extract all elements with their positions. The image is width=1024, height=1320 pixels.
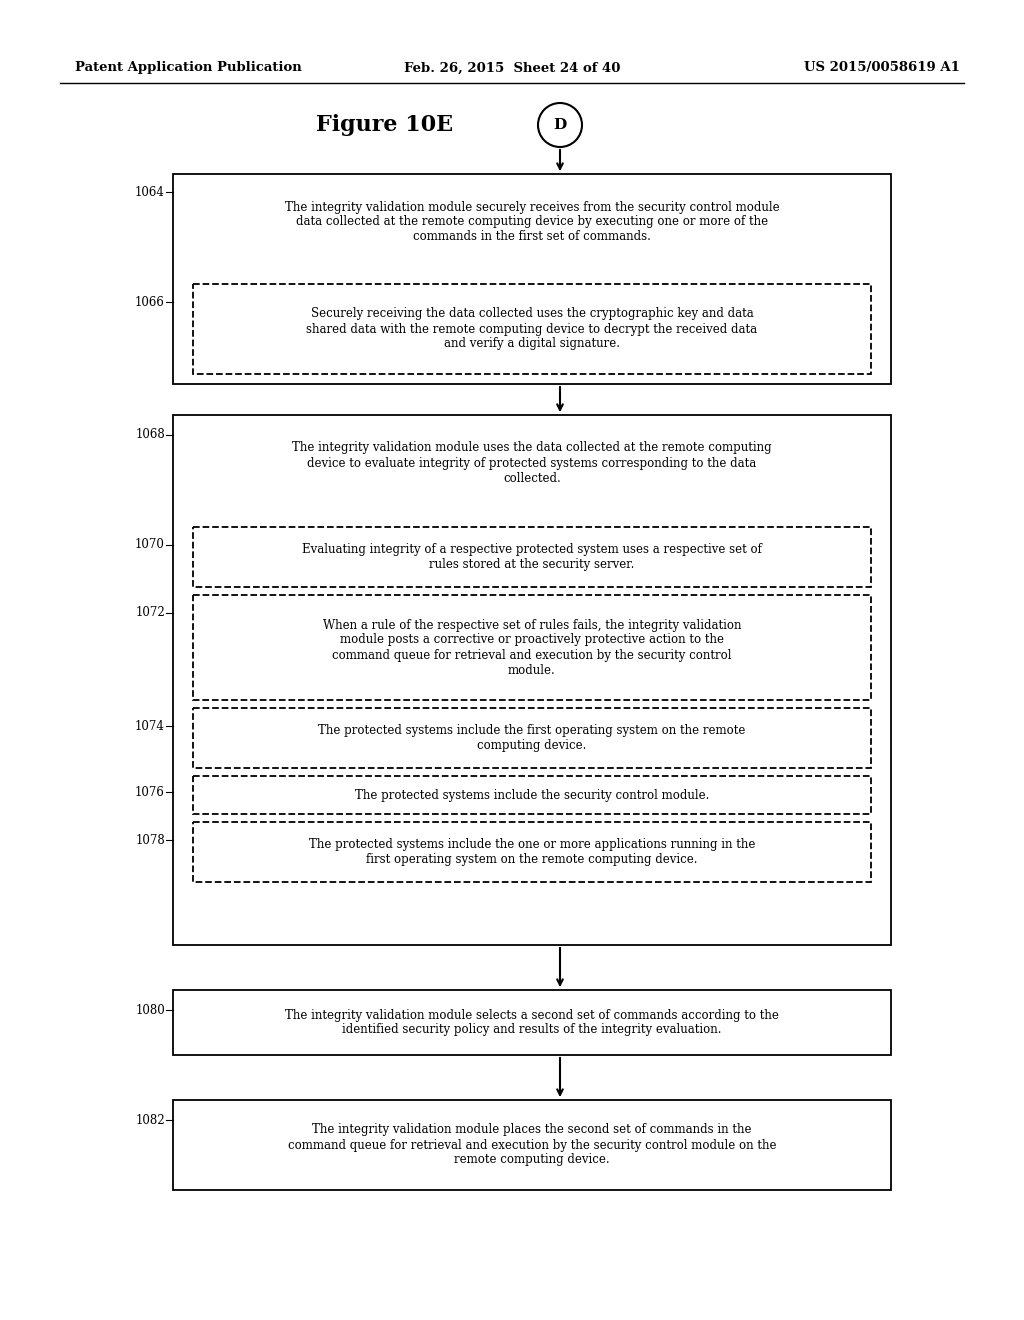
Text: 1078: 1078 [135,833,165,846]
Text: 1074: 1074 [135,719,165,733]
Text: 1070: 1070 [135,539,165,552]
Text: When a rule of the respective set of rules fails, the integrity validation
modul: When a rule of the respective set of rul… [323,619,741,676]
Bar [173,990,891,1055]
Text: Feb. 26, 2015  Sheet 24 of 40: Feb. 26, 2015 Sheet 24 of 40 [403,62,621,74]
Text: 1064: 1064 [135,186,165,198]
Text: 1072: 1072 [135,606,165,619]
Text: 1066: 1066 [135,296,165,309]
Text: The protected systems include the security control module.: The protected systems include the securi… [354,788,710,801]
Text: 1068: 1068 [135,429,165,441]
Bar [193,284,871,374]
Text: The integrity validation module uses the data collected at the remote computing
: The integrity validation module uses the… [292,441,772,484]
Text: 1082: 1082 [135,1114,165,1126]
Text: The integrity validation module places the second set of commands in the
command: The integrity validation module places t… [288,1123,776,1167]
Text: The integrity validation module selects a second set of commands according to th: The integrity validation module selects … [285,1008,779,1036]
Text: D: D [553,117,566,132]
Text: The protected systems include the first operating system on the remote
computing: The protected systems include the first … [318,723,745,752]
Bar [193,708,871,768]
Text: 1076: 1076 [135,785,165,799]
Text: 1080: 1080 [135,1003,165,1016]
Text: Figure 10E: Figure 10E [316,114,454,136]
Bar [193,822,871,882]
Bar [193,527,871,587]
Bar [173,414,891,945]
Text: Securely receiving the data collected uses the cryptographic key and data
shared: Securely receiving the data collected us… [306,308,758,351]
Text: US 2015/0058619 A1: US 2015/0058619 A1 [804,62,961,74]
Text: The integrity validation module securely receives from the security control modu: The integrity validation module securely… [285,201,779,243]
Bar [173,1100,891,1191]
Text: Evaluating integrity of a respective protected system uses a respective set of
r: Evaluating integrity of a respective pro… [302,543,762,572]
Text: The protected systems include the one or more applications running in the
first : The protected systems include the one or… [309,838,755,866]
Text: Patent Application Publication: Patent Application Publication [75,62,302,74]
Bar [193,776,871,814]
Bar [173,174,891,384]
Bar [193,595,871,700]
